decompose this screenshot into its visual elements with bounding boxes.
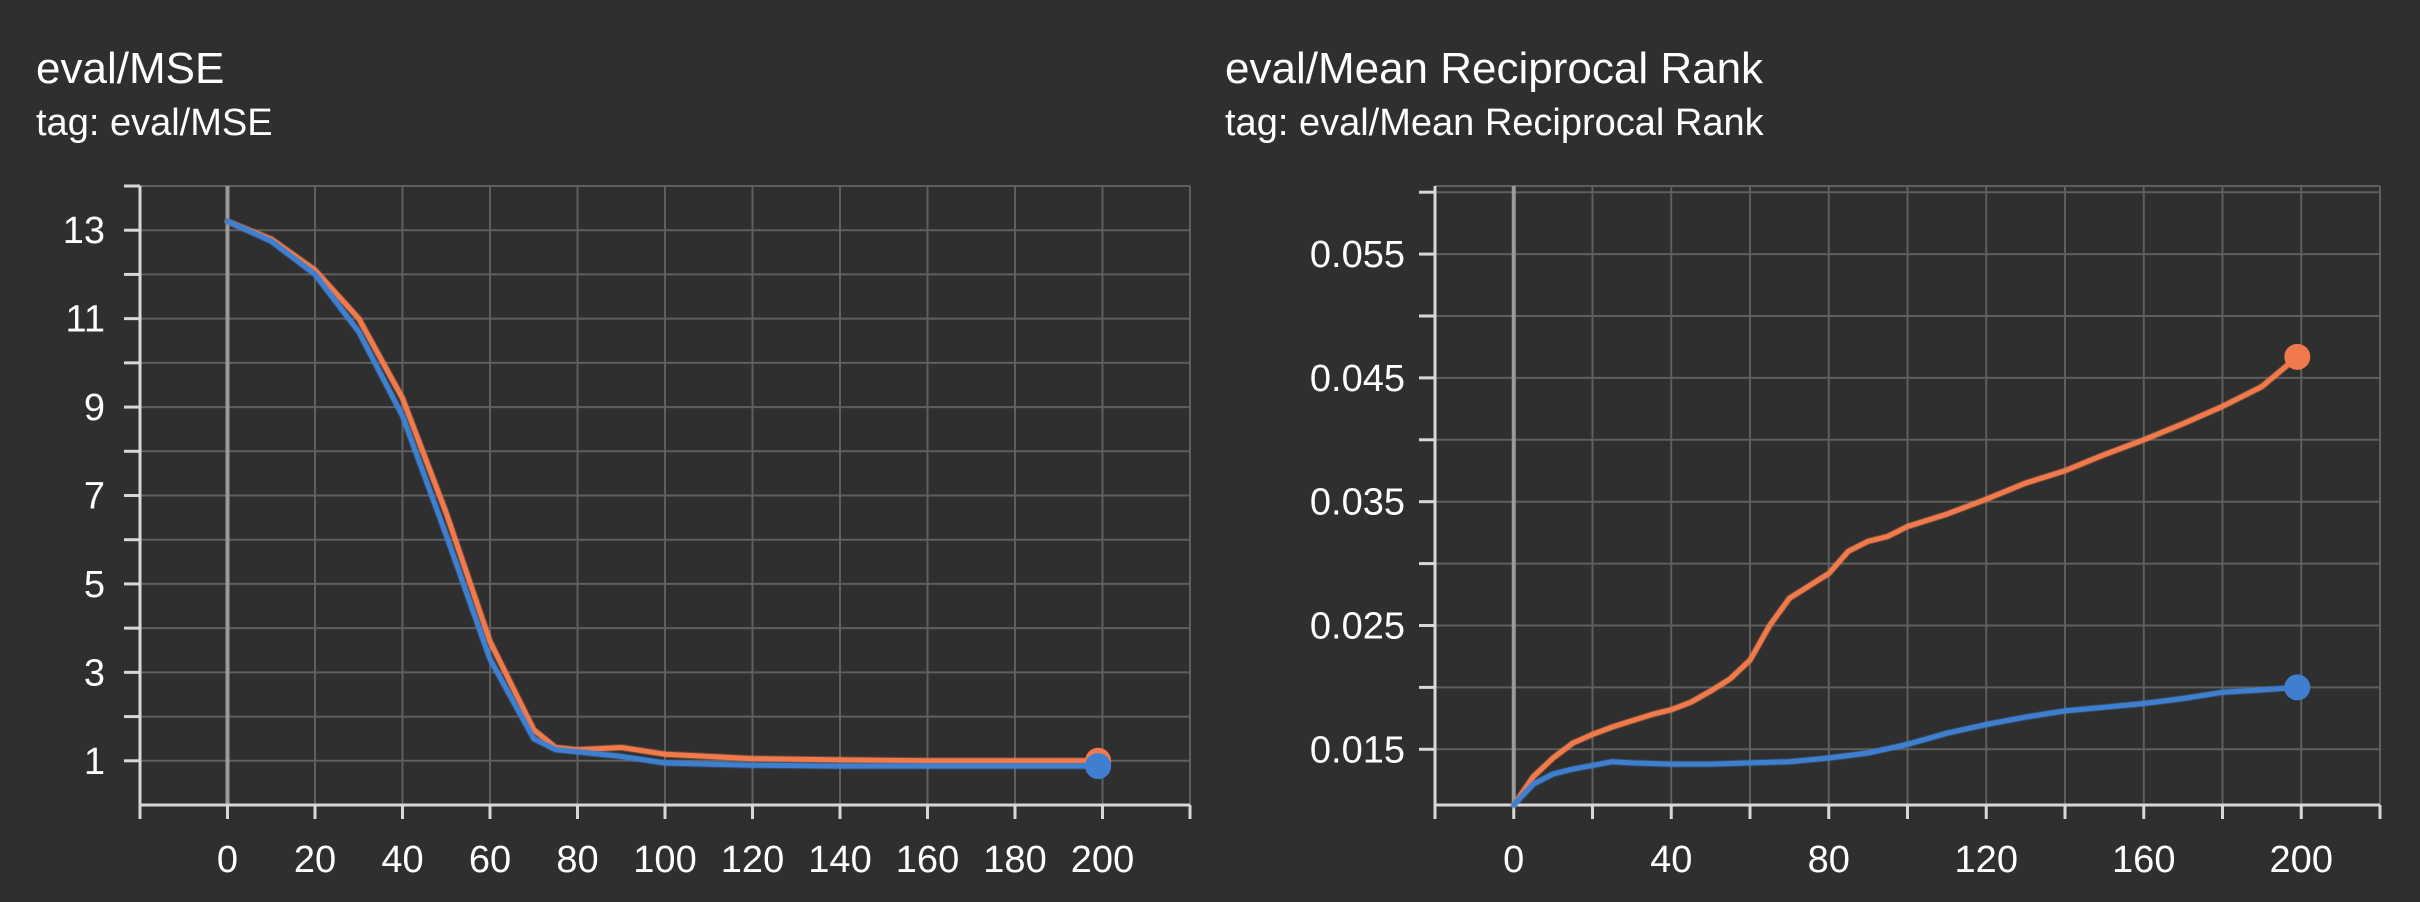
- panel-tag: tag: eval/Mean Reciprocal Rank: [1225, 102, 1764, 144]
- x-tick-label: 80: [556, 839, 598, 881]
- x-tick-label: 140: [808, 839, 871, 881]
- y-tick-label: 1: [84, 741, 105, 783]
- series-line: [1511, 354, 2300, 808]
- x-tick-label: 60: [469, 839, 511, 881]
- x-tick-label: 80: [1808, 839, 1850, 881]
- x-tick-label: 40: [381, 839, 423, 881]
- y-tick-label: 0.055: [1310, 234, 1405, 276]
- series-end-marker: [1085, 753, 1112, 780]
- y-tick-label: 5: [84, 564, 105, 606]
- y-tick-label: 0.025: [1310, 605, 1405, 647]
- y-tick-label: 9: [84, 387, 105, 429]
- x-tick-label: 40: [1650, 839, 1692, 881]
- panel-title: eval/Mean Reciprocal Rank: [1225, 44, 1764, 93]
- series-end-marker: [2284, 674, 2311, 701]
- x-tick-label: 120: [721, 839, 784, 881]
- panel-title: eval/MSE: [36, 44, 225, 93]
- series-line: [1511, 684, 2300, 808]
- y-tick-label: 0.045: [1310, 358, 1405, 400]
- x-tick-label: 160: [896, 839, 959, 881]
- y-tick-label: 11: [66, 299, 105, 341]
- series-line-shadow: [224, 217, 1102, 765]
- x-tick-label: 0: [1503, 839, 1524, 881]
- panel-tag: tag: eval/MSE: [36, 102, 273, 144]
- y-tick-label: 0.035: [1310, 482, 1405, 524]
- y-tick-label: 7: [84, 476, 105, 518]
- x-tick-label: 200: [1071, 839, 1134, 881]
- series-line-shadow: [224, 217, 1102, 770]
- x-tick-label: 180: [983, 839, 1046, 881]
- series-line: [225, 218, 1101, 764]
- y-tick-label: 0.015: [1310, 729, 1405, 771]
- y-tick-label: 13: [63, 210, 105, 252]
- x-tick-label: 200: [2270, 839, 2333, 881]
- x-tick-label: 20: [294, 839, 336, 881]
- x-tick-label: 100: [633, 839, 696, 881]
- y-tick-label: 3: [84, 652, 105, 694]
- series-line: [225, 218, 1101, 769]
- x-tick-label: 120: [1955, 839, 2018, 881]
- x-tick-label: 160: [2112, 839, 2175, 881]
- x-tick-label: 0: [217, 839, 238, 881]
- series-end-marker: [2284, 343, 2311, 370]
